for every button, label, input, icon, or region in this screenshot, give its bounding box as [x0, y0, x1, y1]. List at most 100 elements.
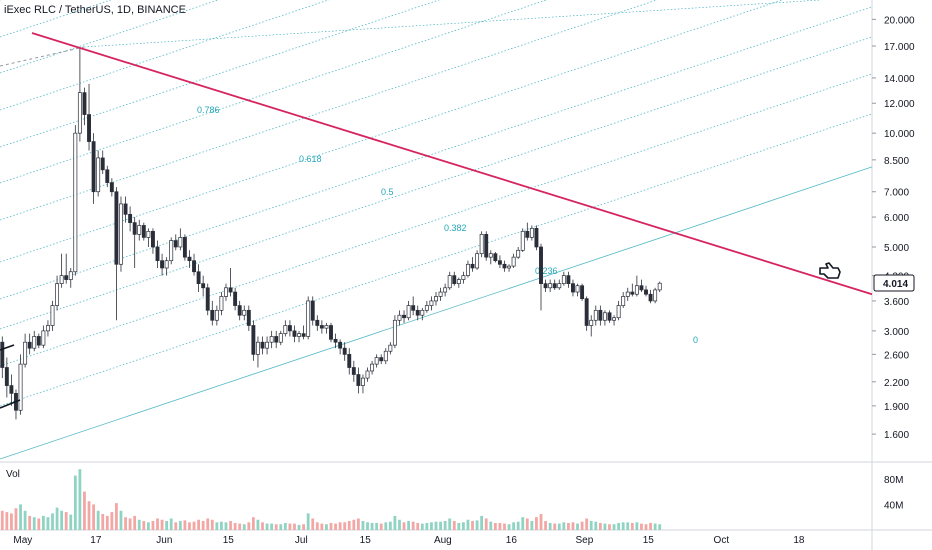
- fib-channel-line: [0, 0, 784, 263]
- candle-body: [630, 291, 635, 295]
- volume-bar: [507, 524, 511, 530]
- volume-bar: [251, 517, 255, 530]
- volume-bar: [566, 522, 570, 530]
- candle-body: [205, 287, 210, 311]
- fib-label: 0.382: [444, 223, 467, 233]
- fib-channel-line: [0, 73, 873, 367]
- volume-bar: [535, 517, 538, 530]
- volume-bar: [612, 524, 616, 530]
- volume-bar: [87, 501, 91, 530]
- candle-body: [214, 309, 219, 321]
- candle-body: [228, 287, 233, 293]
- candle-body: [406, 305, 411, 319]
- y-tick-label: 7.000: [884, 188, 909, 199]
- candle-body: [246, 309, 251, 326]
- candle-body: [525, 230, 530, 238]
- volume-bar: [640, 523, 643, 530]
- volume-bar: [206, 518, 210, 530]
- candle-body: [361, 377, 365, 386]
- candle-body: [50, 305, 55, 326]
- volume-bar: [37, 518, 41, 530]
- volume-bar: [452, 521, 456, 530]
- candle-body: [164, 260, 169, 269]
- candle-body: [584, 298, 589, 326]
- fib-channel-line: [0, 0, 112, 38]
- volume-bar: [416, 522, 420, 530]
- candle-body: [612, 317, 617, 321]
- candle-body: [520, 230, 525, 251]
- candle-body: [580, 285, 585, 300]
- volume-bar: [338, 522, 342, 530]
- volume-bar: [105, 515, 109, 530]
- candle-body: [4, 367, 9, 386]
- candle-body: [502, 263, 507, 269]
- candle-body: [18, 363, 23, 411]
- candle-body: [625, 291, 630, 297]
- candle-body: [55, 283, 60, 306]
- volume-bar: [137, 519, 141, 530]
- x-tick-label: 16: [506, 535, 518, 546]
- volume-bar: [165, 521, 169, 530]
- candle-body: [150, 230, 155, 248]
- candle-body: [160, 260, 165, 269]
- fib-channel-line: [0, 0, 548, 184]
- candle-body: [105, 169, 110, 183]
- candle-body: [82, 92, 87, 115]
- candle-body: [123, 203, 128, 215]
- volume-bar: [174, 522, 178, 530]
- candle-body: [548, 283, 553, 289]
- volume-bar: [133, 515, 137, 530]
- fib-channel-line: [0, 113, 873, 407]
- candle-body: [484, 234, 489, 258]
- candle-body: [342, 347, 347, 355]
- volume-bar: [370, 522, 374, 530]
- volume-bar: [644, 524, 648, 530]
- fib-label: 0.786: [197, 105, 220, 115]
- candle-body: [516, 249, 521, 258]
- fib-channel-line: [0, 0, 220, 74]
- volume-bar: [539, 514, 543, 530]
- volume-bar: [215, 522, 219, 530]
- volume-bar: [115, 503, 118, 530]
- candle-body: [36, 336, 41, 346]
- volume-bar: [489, 521, 493, 530]
- volume-bar: [51, 513, 54, 530]
- candle-body: [119, 203, 123, 265]
- volume-bar: [466, 519, 470, 530]
- candle-body: [0, 341, 5, 368]
- candle-body: [539, 246, 543, 284]
- y-tick-label: 17.000: [884, 42, 915, 53]
- candle-body: [488, 253, 493, 258]
- volume-bar: [128, 518, 132, 530]
- volume-bar: [420, 523, 424, 530]
- volume-bar: [630, 522, 634, 530]
- candle-body: [529, 228, 534, 238]
- candle-body: [461, 275, 466, 280]
- resistance-trendline: [31, 32, 873, 296]
- fib-channel-line: [0, 0, 658, 221]
- volume-bar: [343, 522, 347, 530]
- candle-body: [438, 291, 443, 297]
- x-tick-label: Aug: [434, 535, 452, 546]
- candle-body: [383, 350, 388, 362]
- candle-body: [301, 333, 306, 337]
- candle-body: [415, 309, 420, 316]
- candle-body: [648, 293, 653, 302]
- candle-body: [182, 237, 187, 258]
- volume-bar: [288, 523, 292, 530]
- candle-body: [571, 283, 575, 293]
- volume-bar: [315, 522, 319, 530]
- y-tick-label: 3.600: [884, 297, 909, 308]
- volume-bar: [430, 522, 433, 530]
- volume-bar: [557, 523, 561, 530]
- y-tick-label: 10.000: [884, 129, 915, 140]
- candle-body: [392, 319, 397, 346]
- volume-bar: [14, 508, 18, 530]
- volume-bar: [562, 522, 566, 530]
- volume-bar: [544, 521, 547, 530]
- volume-bar: [69, 514, 73, 530]
- volume-bar: [210, 519, 214, 530]
- volume-bar: [375, 522, 379, 530]
